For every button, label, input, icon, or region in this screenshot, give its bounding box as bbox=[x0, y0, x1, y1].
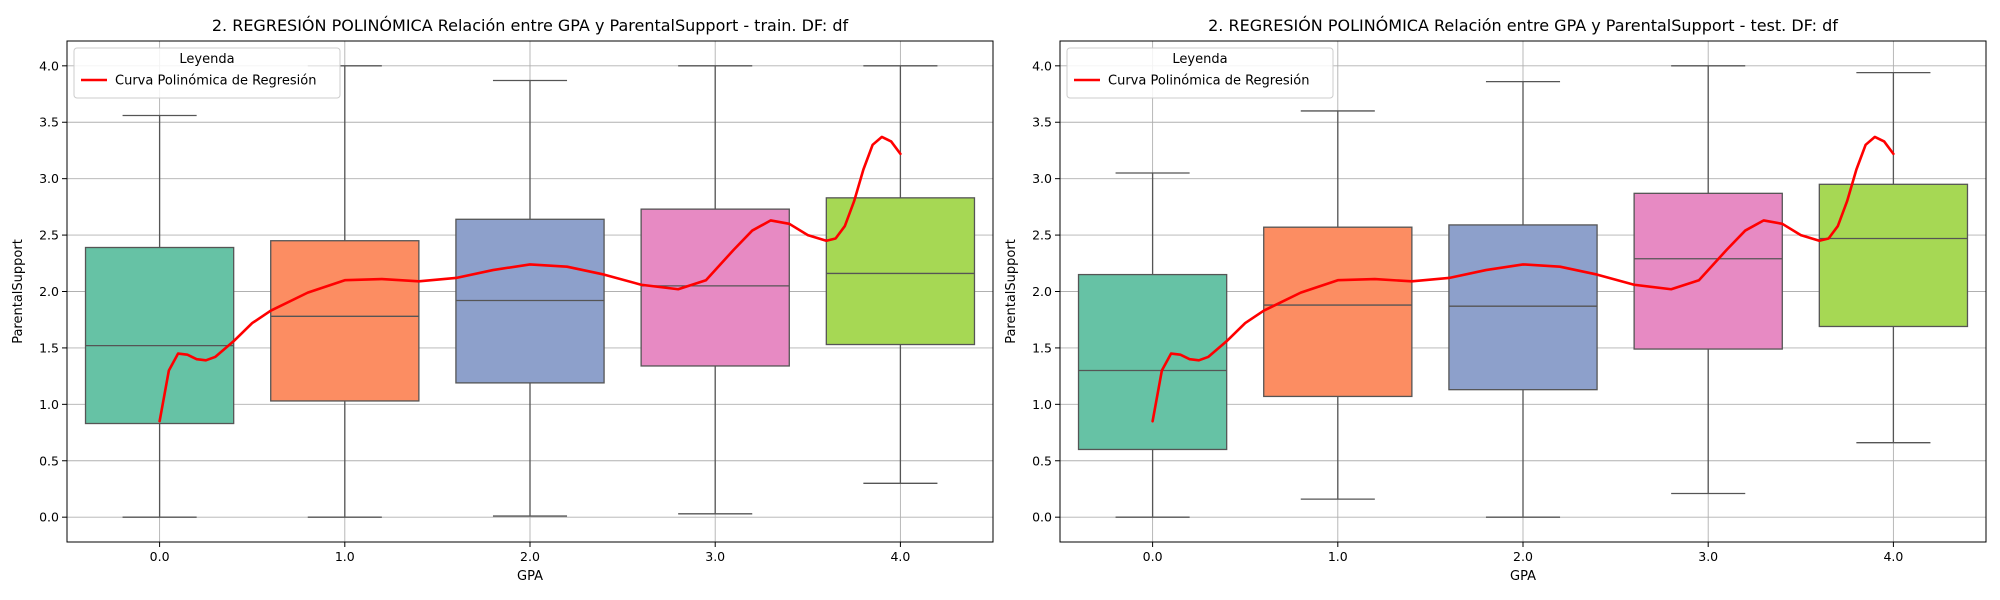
legend-title: Leyenda bbox=[179, 52, 234, 67]
box-0.0 bbox=[1077, 172, 1228, 518]
legend-entry-label: Curva Polinómica de Regresión bbox=[115, 74, 316, 89]
x-tick-label: 4.0 bbox=[890, 549, 910, 564]
box-iqr bbox=[1448, 224, 1598, 391]
box-iqr bbox=[1077, 273, 1228, 451]
chart-title: 2. REGRESIÓN POLINÓMICA Relación entre G… bbox=[212, 16, 849, 35]
y-tick-label: 1.0 bbox=[1032, 397, 1052, 412]
box-3.0 bbox=[1633, 65, 1783, 495]
plot-frame bbox=[1059, 40, 1987, 543]
box-iqr bbox=[825, 197, 976, 346]
x-axis-label: GPA bbox=[1510, 569, 1536, 584]
boxes bbox=[1077, 65, 1969, 518]
y-tick-label: 1.5 bbox=[1032, 340, 1052, 355]
box-0.0 bbox=[84, 114, 235, 518]
y-tick-label: 2.0 bbox=[39, 284, 59, 299]
legend bbox=[73, 47, 341, 99]
x-tick-label: 1.0 bbox=[1328, 549, 1348, 564]
regression-curve bbox=[158, 135, 902, 423]
x-axis-label: GPA bbox=[517, 569, 543, 584]
x-tick-label: 0.0 bbox=[1143, 549, 1163, 564]
x-tick-label: 1.0 bbox=[335, 549, 355, 564]
box-iqr bbox=[270, 240, 420, 402]
box-iqr bbox=[1818, 183, 1969, 328]
box-iqr bbox=[84, 246, 235, 425]
box-4.0 bbox=[1818, 71, 1969, 444]
y-tick-label: 4.0 bbox=[1032, 58, 1052, 73]
y-tick-label: 0.5 bbox=[39, 453, 59, 468]
regression-curve bbox=[1151, 135, 1895, 423]
box-2.0 bbox=[1448, 80, 1598, 518]
y-tick-label: 3.5 bbox=[39, 115, 59, 130]
y-tick-label: 0.0 bbox=[1032, 510, 1052, 525]
y-tick-label: 2.0 bbox=[1032, 284, 1052, 299]
box-2.0 bbox=[455, 79, 605, 517]
x-tick-label: 3.0 bbox=[705, 549, 725, 564]
regression-curve-group bbox=[158, 135, 902, 423]
box-4.0 bbox=[825, 65, 976, 484]
regression-curve-group bbox=[1151, 135, 1895, 423]
y-axis-label: ParentalSupport bbox=[1004, 239, 1019, 344]
legend bbox=[1066, 47, 1334, 99]
y-tick-label: 3.0 bbox=[39, 171, 59, 186]
axes: 0.0 0.5 1.0 1.5 2.0 2.5 3.0 3.5 4.0 0.0 1.0 2.0 3.0 4… bbox=[39, 40, 994, 564]
chart-panel-train: 0.0 0.5 1.0 1.5 2.0 2.5 3.0 3.5 4.0 0.0 1.0 2.0 3.0 4… bbox=[11, 16, 994, 584]
chart-panel-test: 0.0 0.5 1.0 1.5 2.0 2.5 3.0 3.5 4.0 0.0 1.0 2.0 3.0 4… bbox=[1004, 16, 1987, 584]
plot-frame bbox=[66, 40, 994, 543]
box-1.0 bbox=[1263, 110, 1413, 500]
legend-box bbox=[1066, 47, 1334, 99]
y-tick-label: 3.5 bbox=[1032, 115, 1052, 130]
box-iqr bbox=[1263, 226, 1413, 398]
chart-title: 2. REGRESIÓN POLINÓMICA Relación entre G… bbox=[1208, 16, 1838, 35]
y-tick-label: 2.5 bbox=[39, 228, 59, 243]
y-tick-label: 0.0 bbox=[39, 510, 59, 525]
axes: 0.0 0.5 1.0 1.5 2.0 2.5 3.0 3.5 4.0 0.0 1.0 2.0 3.0 4… bbox=[1032, 40, 1987, 564]
y-tick-label: 1.0 bbox=[39, 397, 59, 412]
y-tick-label: 3.0 bbox=[1032, 171, 1052, 186]
y-tick-label: 4.0 bbox=[39, 58, 59, 73]
x-tick-label: 3.0 bbox=[1698, 549, 1718, 564]
box-3.0 bbox=[640, 65, 790, 515]
legend-entry-label: Curva Polinómica de Regresión bbox=[1108, 74, 1309, 89]
y-tick-label: 0.5 bbox=[1032, 453, 1052, 468]
x-tick-label: 2.0 bbox=[1513, 549, 1533, 564]
box-1.0 bbox=[270, 65, 420, 518]
y-tick-label: 1.5 bbox=[39, 340, 59, 355]
legend-box bbox=[73, 47, 341, 99]
y-tick-label: 2.5 bbox=[1032, 228, 1052, 243]
x-tick-label: 2.0 bbox=[520, 549, 540, 564]
x-tick-label: 0.0 bbox=[150, 549, 170, 564]
boxes bbox=[84, 65, 976, 518]
x-tick-label: 4.0 bbox=[1883, 549, 1903, 564]
legend-title: Leyenda bbox=[1172, 52, 1227, 67]
y-axis-label: ParentalSupport bbox=[11, 239, 26, 344]
